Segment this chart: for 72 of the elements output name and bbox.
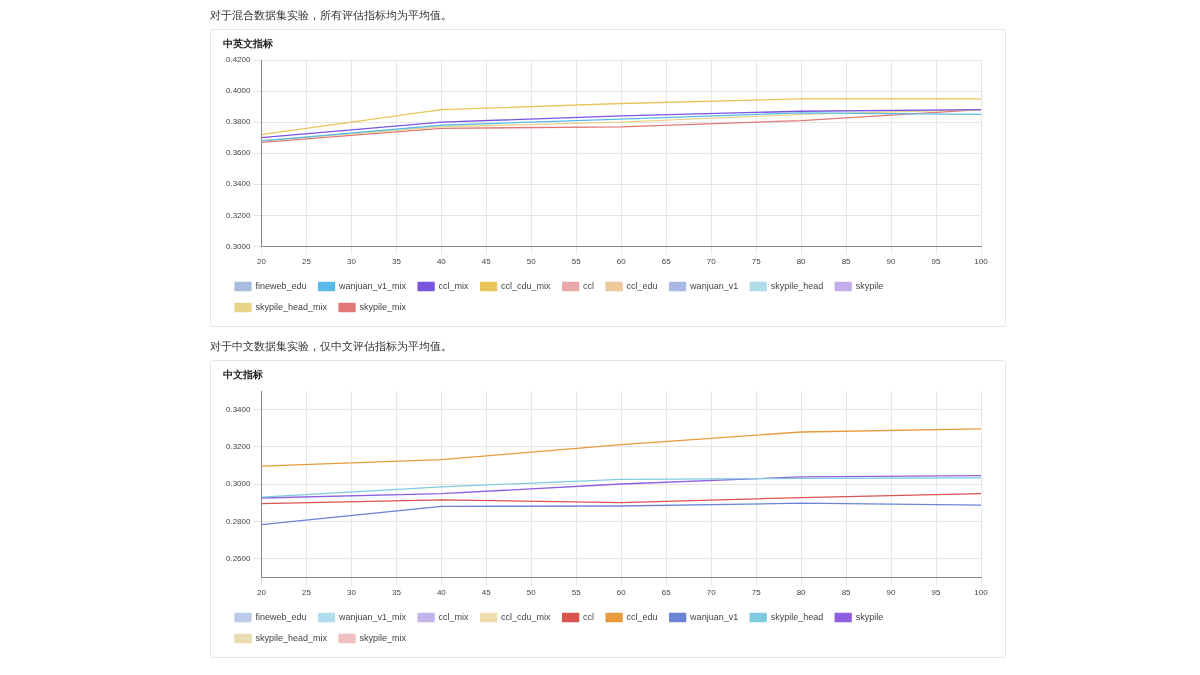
x-tick-label: 25 <box>301 257 312 267</box>
x-tick-label: 30 <box>346 257 357 267</box>
x-tick-label: 60 <box>616 257 627 267</box>
chart-subtitle: 中英文指标 <box>223 37 273 49</box>
x-tick-label: 80 <box>796 257 807 267</box>
legend-label: ccl_cdu_mix <box>501 280 552 291</box>
x-tick-label: 40 <box>436 257 447 267</box>
x-tick-label: 45 <box>481 257 492 267</box>
legend-label: ccl <box>583 280 595 291</box>
x-tick-label: 50 <box>526 588 537 598</box>
y-tick-label: 0.3200 <box>226 442 252 452</box>
x-tick-label: 35 <box>391 588 402 598</box>
legend-label: wanjuan_v1_mix <box>338 611 407 622</box>
x-tick-label: 30 <box>346 588 357 598</box>
legend-label: ccl <box>583 611 595 622</box>
x-tick-label: 85 <box>841 588 852 598</box>
y-tick-label: 0.2800 <box>226 516 252 526</box>
x-tick-label: 80 <box>796 588 807 598</box>
legend-label: fineweb_edu <box>255 280 307 291</box>
x-tick-label: 95 <box>931 257 942 267</box>
y-tick-label: 0.3600 <box>226 148 252 158</box>
x-tick-label: 85 <box>841 257 852 267</box>
x-tick-label: 70 <box>706 257 717 267</box>
x-tick-label: 55 <box>571 257 582 267</box>
y-tick-label: 0.3800 <box>226 117 252 127</box>
legend-label: skypile_head <box>770 611 824 622</box>
y-tick-label: 0.3000 <box>226 241 252 251</box>
legend-label: skypile_mix <box>359 632 407 643</box>
x-tick-label: 100 <box>974 588 989 598</box>
y-tick-label: 0.3000 <box>226 479 252 489</box>
x-tick-label: 40 <box>436 588 447 598</box>
x-tick-label: 25 <box>301 588 312 598</box>
y-tick-label: 0.2600 <box>226 553 252 563</box>
y-tick-label: 0.4000 <box>226 86 252 96</box>
legend-label: wanjuan_v1 <box>689 611 739 622</box>
x-tick-label: 45 <box>481 588 492 598</box>
x-tick-label: 55 <box>571 588 582 598</box>
chart-subtitle: 中文指标 <box>223 368 263 380</box>
legend-label: skypile <box>855 611 884 622</box>
chart-title: 对于混合数据集实验，所有评估指标均为平均值。 <box>210 8 453 23</box>
legend-label: ccl_edu <box>626 280 658 291</box>
x-tick-label: 90 <box>886 588 897 598</box>
x-tick-label: 90 <box>886 257 897 267</box>
x-tick-label: 75 <box>751 257 762 267</box>
x-tick-label: 75 <box>751 588 762 598</box>
legend-label: wanjuan_v1 <box>689 280 739 291</box>
legend-label: ccl_mix <box>438 280 470 291</box>
legend-label: skypile_head_mix <box>255 301 328 312</box>
y-tick-label: 0.3200 <box>226 210 252 220</box>
x-tick-label: 100 <box>974 257 989 267</box>
x-tick-label: 20 <box>257 588 267 598</box>
legend-label: skypile <box>855 280 884 291</box>
x-tick-label: 20 <box>257 257 267 267</box>
legend-label: skypile_mix <box>359 301 407 312</box>
legend-label: ccl_edu <box>626 611 658 622</box>
y-tick-label: 0.4200 <box>226 55 252 65</box>
x-tick-label: 70 <box>706 588 717 598</box>
x-tick-label: 60 <box>616 588 627 598</box>
x-tick-label: 50 <box>526 257 537 267</box>
legend-label: skypile_head_mix <box>255 632 328 643</box>
chart-title: 对于中文数据集实验，仅中文评估指标为平均值。 <box>210 339 453 354</box>
legend-label: fineweb_edu <box>255 611 307 622</box>
legend-label: ccl_cdu_mix <box>501 611 552 622</box>
legend-label: wanjuan_v1_mix <box>338 280 407 291</box>
legend-label: ccl_mix <box>438 611 470 622</box>
x-tick-label: 95 <box>931 588 942 598</box>
y-tick-label: 0.3400 <box>226 404 252 414</box>
y-tick-label: 0.3400 <box>226 179 252 189</box>
x-tick-label: 65 <box>661 257 672 267</box>
x-tick-label: 35 <box>391 257 402 267</box>
x-tick-label: 65 <box>661 588 672 598</box>
legend-label: skypile_head <box>770 280 824 291</box>
